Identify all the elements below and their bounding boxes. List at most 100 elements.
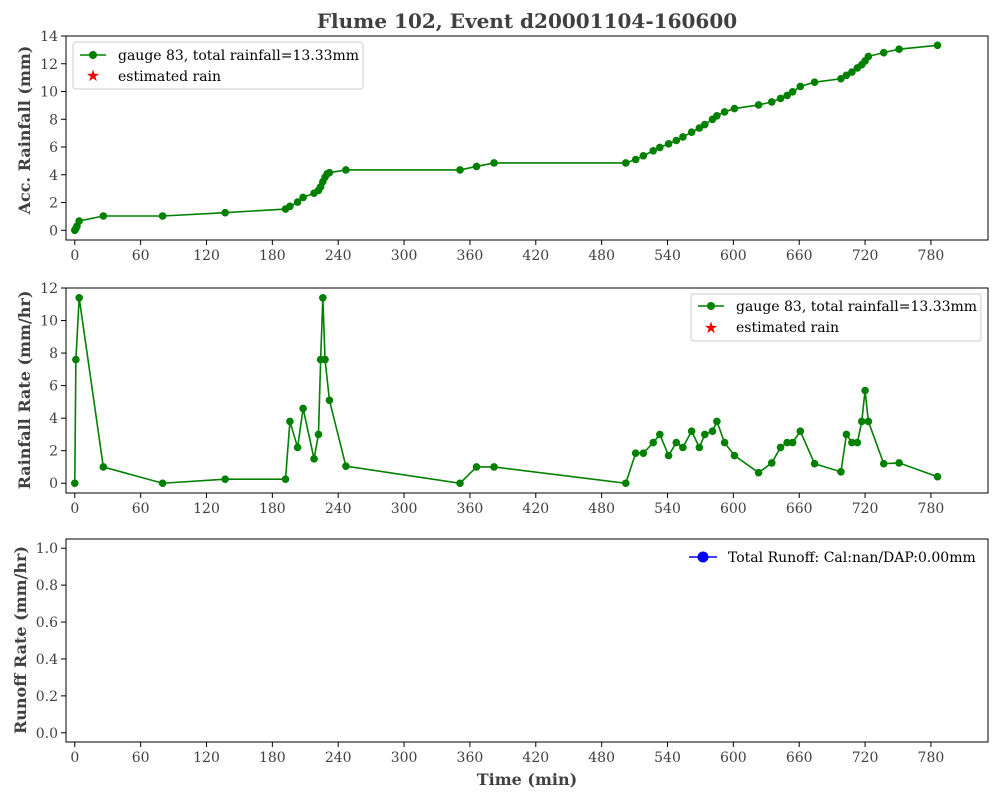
panel-2-data-point <box>857 417 866 426</box>
panel-2-y-tick-label: 6 <box>49 379 58 395</box>
panel-2-data-point <box>656 430 664 439</box>
panel-2-data-point <box>342 462 350 470</box>
panel-3-y-tick-label: 0.0 <box>36 726 58 742</box>
panel-2-y-axis-title: Rainfall Rate (mm/hr) <box>15 291 34 490</box>
panel-1: 0 60 120 180 240 300 360 420 480 540 600 660 720 780 0… <box>40 29 989 264</box>
panel-2-x-tick-label: 780 <box>918 501 945 517</box>
panel-2-data-point <box>864 417 873 426</box>
panel-2-data-point <box>879 459 888 468</box>
panel-2-x-tick-label: 120 <box>193 501 220 517</box>
panel-1-data-point <box>837 74 845 83</box>
panel-2-data-point <box>325 396 334 405</box>
panel-1-data-point <box>649 146 658 155</box>
panel-2-y-tick-label: 4 <box>49 411 58 427</box>
legend-panel-1-frame <box>72 41 364 90</box>
panel-1-data-point <box>158 212 167 220</box>
panel-3-x-tick-label: 540 <box>654 750 681 766</box>
panel-1-y-tick-label: 4 <box>49 168 58 184</box>
panel-1-data-point <box>286 202 294 211</box>
panel-1-y-tick-label: 0 <box>49 223 58 239</box>
legend-panel-3-marker-swatch <box>697 551 709 563</box>
panel-3-x-tick-label: 60 <box>132 750 150 766</box>
panel-2-data-point <box>221 475 229 483</box>
panel-3-y-tick-label: 0.2 <box>36 689 58 705</box>
panel-2-data-point <box>687 427 696 435</box>
panel-2-x-tick-label: 0 <box>70 501 79 517</box>
panel-1-data-point <box>99 212 108 220</box>
panel-1-x-tick-label: 780 <box>918 248 945 264</box>
panel-2-x-tick-label: 540 <box>654 501 681 517</box>
panel-1-data-point <box>687 128 696 136</box>
legend-panel-2: gauge 83, total rainfall=13.33mm ★ estim… <box>690 293 982 342</box>
panel-1-y-axis-title: Acc. Rainfall (mm) <box>15 46 34 216</box>
legend-panel-1-gauge-label: gauge 83, total rainfall=13.33mm <box>118 48 359 64</box>
panel-1-data-point <box>75 217 83 225</box>
panel-1-x-tick-label: 360 <box>457 248 484 264</box>
panel-1-data-point <box>864 52 873 61</box>
panel-2-series-1-line <box>73 297 938 485</box>
panel-1-data-point <box>788 87 797 96</box>
panel-2-data-point <box>321 355 329 364</box>
panel-2-data-point <box>72 355 80 364</box>
panel-1-data-point <box>490 159 498 167</box>
panel-1-x-tick-label: 540 <box>654 248 681 264</box>
panel-1-data-point <box>933 41 942 50</box>
panel-2-data-point <box>796 427 805 435</box>
panel-2-data-point <box>456 479 464 488</box>
panel-2-data-point <box>695 443 704 452</box>
legend-panel-3-runoff-label: Total Runoff: Cal:nan/DAP:0.00mm <box>728 550 976 566</box>
panel-1-data-point <box>810 78 819 87</box>
panel-3-y-tick-label: 0.6 <box>36 615 58 631</box>
panel-2-x-tick-label: 600 <box>720 501 747 517</box>
panel-2-data-point <box>730 451 739 460</box>
panel-1-data-point <box>631 155 640 164</box>
panel-3-x-tick-label: 780 <box>918 750 945 766</box>
panel-2-x-tick-label: 300 <box>391 501 418 517</box>
panel-1-x-tick-label: 120 <box>193 248 220 264</box>
legend-panel-1-marker-swatch <box>89 51 97 59</box>
panel-2-x-tick-label: 240 <box>325 501 352 517</box>
panel-2-data-point <box>895 459 903 467</box>
panel-1-data-point <box>672 136 681 145</box>
panel-3: 0 60 120 180 240 300 360 420 480 540 600 660 720 780 0… <box>36 538 989 766</box>
panel-2-x-tick-label: 660 <box>786 501 813 517</box>
panel-2-data-point <box>672 438 681 447</box>
plot-area: 0 60 120 180 240 300 360 420 480 540 600 660 720 7800… <box>36 29 989 766</box>
panel-2-data-point <box>99 463 108 471</box>
panel-2-data-point <box>472 463 481 471</box>
legend-panel-2-star-icon: ★ <box>704 320 718 337</box>
panel-2-data-point <box>783 438 791 447</box>
panel-2-data-point <box>861 386 869 395</box>
panel-2-data-point <box>767 459 776 467</box>
panel-1-data-point <box>767 98 776 106</box>
panel-2-y-tick-label: 10 <box>40 314 58 330</box>
panel-2-data-point <box>842 430 851 439</box>
panel-1-data-point <box>754 101 763 109</box>
legend-panel-1: gauge 83, total rainfall=13.33mm ★ estim… <box>72 41 364 90</box>
panel-3-x-tick-label: 180 <box>259 750 286 766</box>
panel-1-x-tick-label: 480 <box>588 248 615 264</box>
panel-1-data-point <box>730 104 739 113</box>
panel-1-x-tick-label: 180 <box>259 248 286 264</box>
panel-3-x-tick-label: 120 <box>193 750 220 766</box>
panel-2-y-tick-label: 0 <box>49 476 58 492</box>
panel-1-y-tick-label: 2 <box>49 196 58 212</box>
panel-2-data-point <box>701 430 709 439</box>
panel-2-y-tick-label: 8 <box>49 346 58 362</box>
panel-3-x-tick-label: 0 <box>70 750 79 766</box>
panel-1-data-point <box>342 166 350 174</box>
panel-1-data-point <box>472 162 481 171</box>
panel-1-data-point <box>639 151 648 160</box>
legend-panel-1-star-icon: ★ <box>86 68 100 85</box>
panel-1-data-point <box>879 48 888 57</box>
panel-1-x-tick-label: 660 <box>786 248 813 264</box>
panel-3-x-tick-label: 300 <box>391 750 418 766</box>
panel-3-x-tick-label: 240 <box>325 750 352 766</box>
panel-2-data-point <box>649 438 658 447</box>
panel-2-y-tick-label: 12 <box>40 281 58 297</box>
legend-panel-2-estimated-label: estimated rain <box>736 320 839 336</box>
x-axis-title: Time (min) <box>477 770 577 789</box>
panel-2-x-tick-label: 60 <box>132 501 150 517</box>
panel-1-data-point <box>621 159 630 167</box>
